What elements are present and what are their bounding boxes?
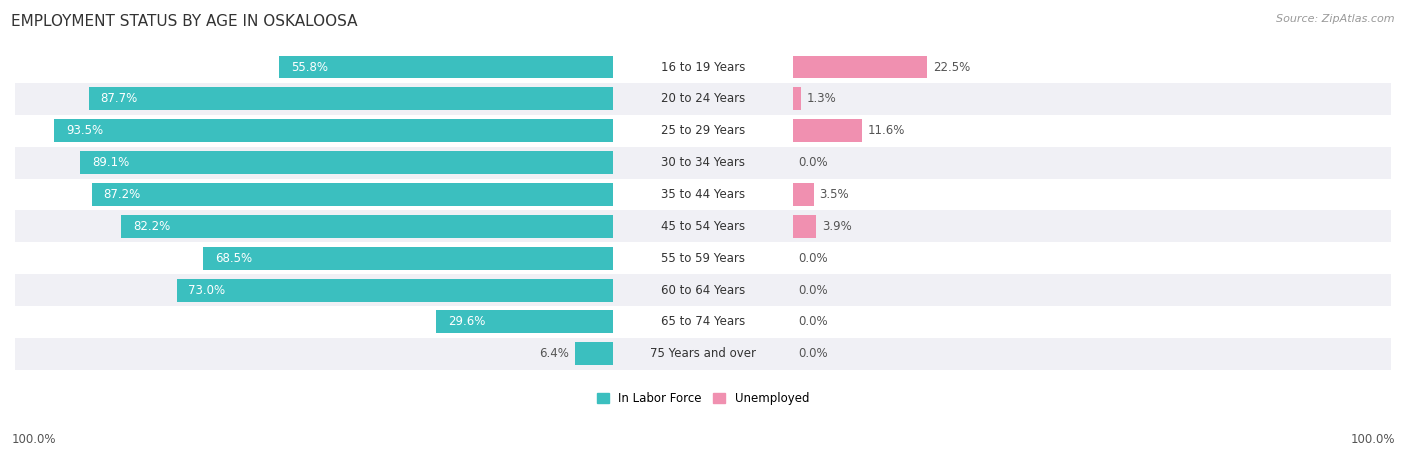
- Text: 6.4%: 6.4%: [538, 347, 569, 360]
- Bar: [91, 183, 613, 206]
- Bar: [121, 215, 613, 238]
- Bar: [793, 119, 862, 142]
- Bar: [177, 279, 613, 302]
- Text: 82.2%: 82.2%: [134, 220, 170, 233]
- Bar: [80, 151, 613, 174]
- Text: 11.6%: 11.6%: [868, 124, 905, 137]
- Bar: [15, 51, 1391, 83]
- Text: 0.0%: 0.0%: [799, 156, 828, 169]
- Text: 20 to 24 Years: 20 to 24 Years: [661, 92, 745, 106]
- Bar: [89, 87, 613, 110]
- Text: 45 to 54 Years: 45 to 54 Years: [661, 220, 745, 233]
- Bar: [15, 242, 1391, 274]
- Bar: [204, 247, 613, 270]
- Text: 93.5%: 93.5%: [66, 124, 103, 137]
- Bar: [15, 274, 1391, 306]
- Text: 89.1%: 89.1%: [93, 156, 129, 169]
- Text: EMPLOYMENT STATUS BY AGE IN OSKALOOSA: EMPLOYMENT STATUS BY AGE IN OSKALOOSA: [11, 14, 357, 28]
- Bar: [793, 215, 815, 238]
- Text: 73.0%: 73.0%: [188, 284, 225, 297]
- Text: 0.0%: 0.0%: [799, 347, 828, 360]
- Bar: [15, 338, 1391, 370]
- Text: 16 to 19 Years: 16 to 19 Years: [661, 60, 745, 74]
- Text: 1.3%: 1.3%: [807, 92, 837, 106]
- Text: 65 to 74 Years: 65 to 74 Years: [661, 315, 745, 328]
- Bar: [53, 119, 613, 142]
- Bar: [15, 83, 1391, 115]
- Text: 29.6%: 29.6%: [449, 315, 485, 328]
- Text: 22.5%: 22.5%: [934, 60, 970, 74]
- Text: 3.9%: 3.9%: [823, 220, 852, 233]
- Bar: [793, 183, 814, 206]
- Text: 25 to 29 Years: 25 to 29 Years: [661, 124, 745, 137]
- Bar: [793, 87, 800, 110]
- Text: 75 Years and over: 75 Years and over: [650, 347, 756, 360]
- Text: 3.5%: 3.5%: [820, 188, 849, 201]
- Text: 68.5%: 68.5%: [215, 252, 253, 265]
- Text: 0.0%: 0.0%: [799, 284, 828, 297]
- Bar: [15, 210, 1391, 242]
- Text: 87.2%: 87.2%: [104, 188, 141, 201]
- Bar: [15, 179, 1391, 210]
- Text: 60 to 64 Years: 60 to 64 Years: [661, 284, 745, 297]
- Bar: [15, 115, 1391, 147]
- Text: 55 to 59 Years: 55 to 59 Years: [661, 252, 745, 265]
- Bar: [436, 310, 613, 333]
- Legend: In Labor Force, Unemployed: In Labor Force, Unemployed: [598, 392, 808, 405]
- Text: 35 to 44 Years: 35 to 44 Years: [661, 188, 745, 201]
- Text: 87.7%: 87.7%: [101, 92, 138, 106]
- Text: 30 to 34 Years: 30 to 34 Years: [661, 156, 745, 169]
- Bar: [280, 55, 613, 78]
- Bar: [15, 147, 1391, 179]
- Text: Source: ZipAtlas.com: Source: ZipAtlas.com: [1277, 14, 1395, 23]
- Text: 55.8%: 55.8%: [291, 60, 329, 74]
- Text: 0.0%: 0.0%: [799, 252, 828, 265]
- Text: 0.0%: 0.0%: [799, 315, 828, 328]
- Text: 100.0%: 100.0%: [11, 433, 56, 446]
- Text: 100.0%: 100.0%: [1350, 433, 1395, 446]
- Bar: [575, 342, 613, 365]
- Bar: [15, 306, 1391, 338]
- Bar: [793, 55, 928, 78]
